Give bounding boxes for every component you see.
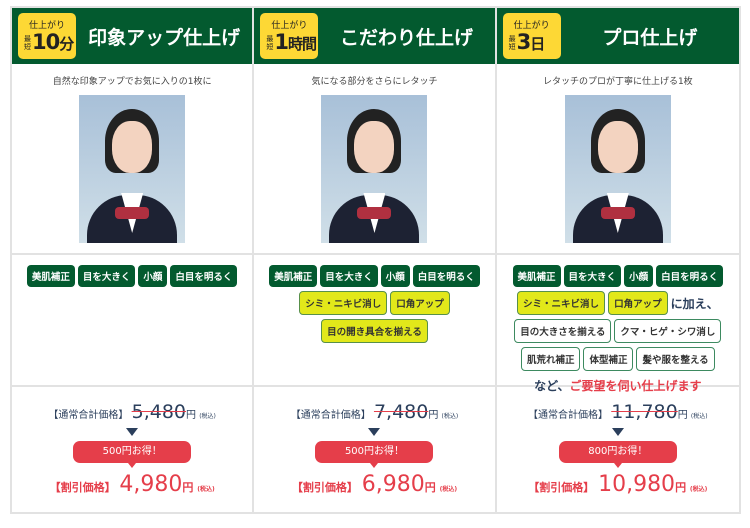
plan-title: こだわり仕上げ [339,26,473,49]
sample-photo [321,95,428,243]
plan-header: 仕上がり 最短 10分 印象アップ仕上げ [12,8,253,64]
savings-badge: 500円お得！ [315,441,434,468]
plan-title: 印象アップ仕上げ [88,26,241,49]
plan-subtitle: 自然な印象アップでお気に入りの1枚に [52,77,212,87]
retouch-tags: 美肌補正 目を大きく 小顔 白目を明るくシミ・ニキビ消し 口角アップ目の開き具合を揃える [254,255,495,387]
badge-label: 仕上がり [28,21,65,31]
retouch-tag: 小顔 [380,265,410,287]
arrow-down-icon [126,428,139,436]
retouch-tags: 美肌補正 目を大きく 小顔 白目を明るくシミ・ニキビ消し 口角アップ に加え、目の大きさを… [496,255,739,393]
retouch-tag: 髪や服を整える [636,347,715,371]
retouch-tag: 口角アップ [390,291,450,315]
savings-badge: 500円お得！ [73,441,192,468]
retouch-tag: 小顔 [624,265,654,287]
plan-comparison-table: 仕上がり 最短 10分 印象アップ仕上げ 自然な印象アップでお気に入りの1枚に … [10,6,741,514]
retouch-tag: 目を大きく [77,265,136,287]
retouch-tag: シミ・ニキビ消し [517,291,606,315]
price-area: 【通常合計価格】 7,480円 (税込) 500円お得！ 【割引価格】 6,98… [254,387,494,512]
badge-value: 1時間 [274,30,317,54]
arrow-down-icon [368,428,381,436]
plan-subtitle: レタッチのプロが丁寧に仕上げる1枚 [542,77,693,87]
retouch-tag: クマ・ヒゲ・シワ消し [614,319,722,343]
retouch-tag: 美肌補正 [26,265,75,287]
discount-price: 【割引価格】 6,980円 (税込) [291,472,458,497]
plan-column: 仕上がり 最短 3日 プロ仕上げ レタッチのプロが丁寧に仕上げる1枚 美肌補正目… [496,8,739,512]
plan-column: 仕上がり 最短 10分 印象アップ仕上げ 自然な印象アップでお気に入りの1枚に … [12,8,255,512]
retouch-tags: 美肌補正 目を大きく 小顔 白目を明るく [12,255,253,387]
retouch-tag: 美肌補正 [512,265,561,287]
regular-price: 【通常合計価格】 11,780円 (税込) [528,401,708,423]
retouch-tag: 小顔 [138,265,168,287]
plan-header: 仕上がり 最短 1時間 こだわり仕上げ [254,8,495,64]
retouch-tag: 白目を明るく [170,265,238,287]
retouch-tag: 白目を明るく [412,265,480,287]
turnaround-badge: 仕上がり 最短 3日 [502,13,561,59]
retouch-tag: 口角アップ [608,291,668,315]
plan-subtitle: 気になる部分をさらにレタッチ [311,77,438,87]
retouch-tag: 目の大きさを揃える [514,319,612,343]
sample-area: 気になる部分をさらにレタッチ [254,64,495,255]
badge-label: 仕上がり [271,21,308,31]
note: など、ご要望を伺い仕上げます [534,379,702,393]
discount-price: 【割引価格】 4,980円 (税込) [49,472,215,497]
turnaround-badge: 仕上がり 最短 10分 [18,13,76,59]
discount-price: 【割引価格】 10,980円 (税込) [528,472,708,497]
retouch-tag: シミ・ニキビ消し [299,291,388,315]
price-area: 【通常合計価格】 5,480円 (税込) 500円お得！ 【割引価格】 4,98… [12,387,252,512]
retouch-tag: 白目を明るく [656,265,724,287]
retouch-tag: 肌荒れ補正 [520,347,581,371]
arrow-down-icon [611,428,624,436]
retouch-tag: 目の開き具合を揃える [321,319,428,343]
retouch-tag: 美肌補正 [269,265,318,287]
retouch-tag: 目を大きく [320,265,378,287]
retouch-tag: 目を大きく [563,265,622,287]
plan-header: 仕上がり 最短 3日 プロ仕上げ [496,8,739,64]
sample-photo [564,95,671,243]
sample-area: レタッチのプロが丁寧に仕上げる1枚 [496,64,739,255]
plan-title: プロ仕上げ [602,26,698,49]
tag-suffix: に加え、 [670,296,719,311]
sample-area: 自然な印象アップでお気に入りの1枚に [12,64,253,255]
badge-value: 10分 [32,30,74,54]
plan-column: 仕上がり 最短 1時間 こだわり仕上げ 気になる部分をさらにレタッチ 美肌補正目… [254,8,497,512]
badge-prefix: 最短 [508,35,516,51]
badge-prefix: 最短 [266,35,274,51]
sample-photo [79,95,186,243]
badge-label: 仕上がり [513,21,550,31]
savings-badge: 800円お得！ [558,441,677,468]
price-area: 【通常合計価格】 11,780円 (税込) 800円お得！ 【割引価格】 10,… [497,387,739,512]
badge-prefix: 最短 [24,35,31,51]
retouch-tag: 体型補正 [583,347,634,371]
regular-price: 【通常合計価格】 5,480円 (税込) [48,401,216,423]
regular-price: 【通常合計価格】 7,480円 (税込) [290,401,459,423]
badge-value: 3日 [516,30,546,54]
turnaround-badge: 仕上がり 最短 1時間 [260,13,319,59]
